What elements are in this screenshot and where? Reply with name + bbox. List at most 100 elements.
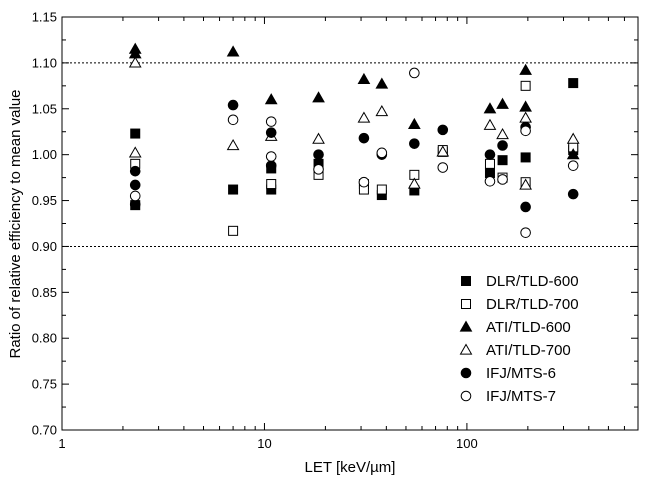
legend-marker (460, 390, 472, 402)
legend-marker (460, 367, 472, 379)
data-point (519, 100, 532, 112)
data-point (519, 63, 532, 75)
y-tick-label: 0.70 (32, 423, 57, 438)
legend-label: IFJ/MTS-7 (486, 388, 556, 405)
data-point (129, 179, 141, 191)
data-point (409, 67, 420, 79)
data-point (407, 117, 421, 130)
x-tick-label: 100 (456, 436, 478, 451)
data-point (228, 184, 239, 195)
data-point (312, 91, 325, 103)
data-point (376, 147, 388, 159)
data-point (129, 190, 141, 202)
data-point (436, 145, 450, 157)
data-point (566, 148, 580, 160)
data-point (227, 114, 239, 126)
series-3 (128, 56, 580, 190)
series-2 (128, 42, 580, 160)
y-tick-label: 1.10 (32, 55, 57, 70)
data-point (130, 128, 141, 139)
y-tick-label: 0.75 (32, 377, 57, 392)
data-point (407, 177, 421, 189)
data-point (358, 132, 370, 144)
data-point (226, 138, 240, 151)
legend-item: ATI/TLD-700 (459, 342, 571, 359)
x-axis-title: LET [keV/µm] (305, 459, 396, 476)
data-point (128, 56, 142, 68)
data-point (484, 149, 496, 160)
legend-item: DLR/TLD-700 (461, 296, 579, 313)
data-point (566, 132, 580, 144)
data-point (497, 174, 508, 185)
data-point (520, 125, 531, 137)
data-point (265, 160, 277, 171)
legend-item: DLR/TLD-600 (461, 273, 579, 290)
data-point (496, 97, 509, 109)
data-point (228, 225, 239, 236)
y-axis-ticks: 0.70 0.75 0.80 0.85 0.90 0.95 1.00 1.05 1.10 1.15 (32, 10, 638, 438)
y-tick-label: 0.90 (32, 239, 57, 254)
legend-label: DLR/TLD-600 (486, 273, 579, 290)
y-tick-label: 1.15 (32, 10, 57, 25)
data-point (375, 105, 389, 117)
data-point (483, 118, 497, 130)
data-point (266, 179, 277, 190)
plot-area (61, 16, 639, 431)
data-points (128, 42, 580, 238)
data-point (497, 155, 508, 166)
series-5 (129, 67, 579, 238)
data-point (567, 188, 579, 200)
data-point (520, 80, 531, 91)
data-point (129, 165, 141, 177)
legend-marker (459, 343, 473, 355)
data-point (357, 72, 371, 85)
data-point (265, 116, 277, 127)
legend-label: ATI/TLD-600 (486, 319, 571, 336)
legend-item: ATI/TLD-600 (459, 319, 571, 336)
data-point (375, 77, 389, 89)
legend-marker (459, 320, 473, 332)
y-tick-label: 0.85 (32, 285, 57, 300)
legend-item: IFJ/MTS-7 (460, 388, 556, 405)
legend-marker (461, 276, 471, 286)
data-point (437, 124, 449, 136)
data-point (497, 140, 508, 151)
data-point (313, 164, 324, 175)
data-point (520, 152, 531, 163)
x-tick-label: 10 (257, 436, 271, 451)
y-tick-label: 0.95 (32, 193, 57, 208)
legend: DLR/TLD-600 DLR/TLD-700 ATI/TLD-600 ATI/TLD… (459, 273, 579, 405)
data-point (226, 45, 240, 57)
data-point (264, 93, 278, 105)
reference-lines (62, 62, 638, 247)
data-point (128, 146, 142, 158)
legend-item: IFJ/MTS-6 (460, 365, 556, 382)
x-axis-ticks: 1 10 100 (58, 17, 639, 451)
data-point (358, 176, 370, 188)
data-point (496, 127, 509, 140)
data-point (519, 178, 532, 190)
data-point (357, 111, 371, 123)
data-point (568, 78, 579, 89)
data-point (483, 102, 497, 114)
data-point (265, 151, 277, 162)
data-point (520, 227, 531, 238)
data-point (227, 99, 239, 111)
data-point (265, 127, 277, 138)
data-point (313, 149, 324, 160)
data-point (484, 175, 496, 187)
data-point (437, 162, 449, 173)
legend-label: IFJ/MTS-6 (486, 365, 556, 382)
y-tick-label: 1.05 (32, 101, 57, 116)
series-4 (129, 99, 579, 213)
y-axis-title: Ratio of relative efficiency to mean val… (7, 89, 24, 358)
legend-label: DLR/TLD-700 (486, 296, 579, 313)
x-tick-label: 1 (58, 436, 65, 451)
legend-marker (461, 299, 471, 309)
y-tick-label: 1.00 (32, 147, 57, 162)
y-tick-label: 0.80 (32, 331, 57, 346)
legend-label: ATI/TLD-700 (486, 342, 571, 359)
data-point (520, 201, 531, 213)
data-point (312, 132, 325, 144)
